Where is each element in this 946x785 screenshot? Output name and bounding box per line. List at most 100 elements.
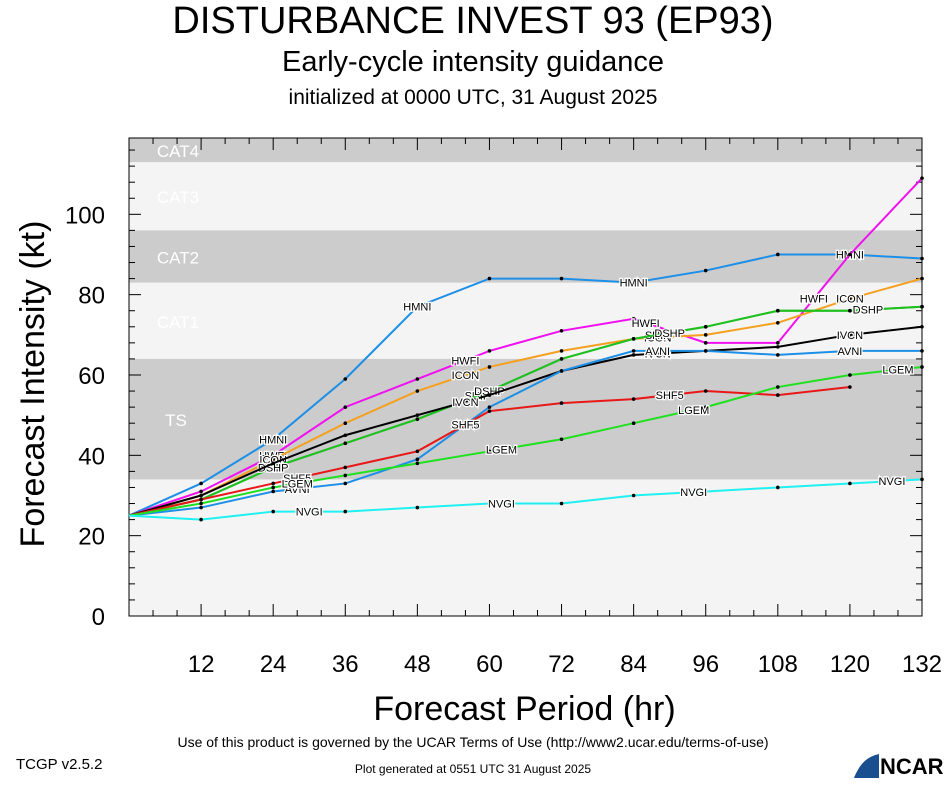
band-label-cat3: CAT3 (157, 188, 199, 207)
data-point-ivcn (199, 493, 203, 498)
data-point-icon (271, 457, 275, 462)
data-point-nvgi (920, 477, 924, 482)
series-line-icon (128, 277, 923, 517)
x-axis-title: Forecast Period (hr) (373, 690, 675, 728)
series-label-hwfi: HWFI (451, 355, 479, 367)
data-point-icon (920, 276, 924, 281)
series-label-dshp: DSHP (654, 328, 685, 340)
data-point-nvgi (848, 481, 852, 486)
x-tick-label: 84 (620, 651, 647, 678)
data-point-lgem (631, 421, 636, 425)
y-tick-label: 20 (78, 524, 105, 551)
data-point-lgem (920, 365, 924, 369)
x-tick-label: 132 (902, 651, 942, 678)
series-label-ivcn: IVCN (837, 330, 863, 342)
data-point-avni (631, 349, 636, 353)
data-point-ivcn (343, 433, 348, 438)
series-label-hmni: HMNI (620, 278, 648, 290)
data-point-hmni (415, 304, 420, 309)
data-point-nvgi (343, 509, 348, 514)
terms-of-use-notice: Use of this product is governed by the U… (177, 734, 769, 750)
init-time: initialized at 0000 UTC, 31 August 2025 (288, 86, 658, 109)
data-point-dshp (776, 308, 780, 313)
data-point-hmni (199, 481, 203, 486)
data-point-nvgi (271, 509, 275, 514)
x-tick-label: 60 (476, 651, 503, 678)
data-point-lgem (559, 437, 564, 442)
ncar-logo-icon (854, 754, 879, 778)
data-point-icon (559, 349, 564, 353)
data-point-nvgi (776, 485, 780, 490)
band-label-cat4: CAT4 (157, 142, 199, 161)
data-point-avni (559, 369, 564, 373)
chart-subtitle: Early-cycle intensity guidance (281, 46, 664, 78)
series-label-nvgi: NVGI (879, 476, 906, 488)
chart-title: DISTURBANCE INVEST 93 (EP93) (172, 0, 774, 42)
data-point-ivcn (487, 393, 492, 397)
data-point-nvgi (199, 517, 203, 522)
data-point-nvgi (703, 489, 708, 494)
series-line-lgem (128, 365, 923, 517)
ncar-logo-text: NCAR (880, 754, 944, 779)
data-point-lgem (199, 501, 203, 506)
plot-frame (128, 137, 923, 617)
series-label-avni: AVNI (645, 346, 670, 358)
data-point-dshp (415, 417, 420, 421)
band-label-cat2: CAT2 (157, 248, 199, 267)
series-label-ivcn: IVCN (452, 397, 478, 409)
x-tick-label: 96 (692, 651, 719, 678)
series-line-hmni (128, 253, 923, 517)
version-label: TCGP v2.5.2 (16, 756, 103, 773)
series-label-hwfi: HWFI (632, 318, 660, 330)
y-tick-label: 100 (65, 202, 105, 229)
x-tick-label: 72 (548, 651, 575, 678)
x-tick-label: 108 (758, 651, 798, 678)
data-point-avni (199, 505, 203, 510)
series-label-icon: ICON (452, 370, 480, 382)
data-point-ivcn (848, 333, 852, 337)
series-label-lgem: LGEM (486, 444, 517, 456)
series-line-ivcn (128, 325, 923, 517)
data-point-dshp (703, 324, 708, 329)
series-label-dshp: DSHP (853, 305, 884, 317)
data-point-icon (343, 421, 348, 425)
data-point-hmni (559, 276, 564, 281)
data-point-nvgi (559, 501, 564, 506)
data-point-dshp (343, 441, 348, 446)
data-point-avni (920, 349, 924, 353)
data-point-hwfi (703, 341, 708, 345)
data-point-lgem (343, 473, 348, 478)
series-label-hmni: HMNI (259, 434, 287, 446)
data-point-lgem (848, 373, 852, 377)
data-point-shf5 (271, 481, 275, 486)
data-point-avni (487, 405, 492, 409)
series-line-avni (128, 349, 922, 517)
series-label-lgem: LGEM (882, 365, 913, 377)
ncar-logo: NCAR (852, 752, 946, 780)
y-tick-label: 60 (78, 363, 105, 390)
data-point-hmni (343, 377, 348, 381)
data-point-ivcn (631, 353, 636, 357)
data-point-nvgi (487, 501, 492, 506)
data-point-hmni (703, 268, 708, 273)
series-label-nvgi: NVGI (296, 507, 323, 519)
y-tick-label: 80 (78, 283, 105, 310)
series-label-hwfi: HWFI (800, 294, 828, 306)
data-point-hwfi (415, 377, 420, 381)
data-point-shf5 (343, 465, 348, 470)
data-point-shf5 (776, 393, 780, 397)
band-label-cat1: CAT1 (157, 313, 199, 332)
band-cat2 (129, 230, 922, 283)
y-tick-label: 0 (92, 604, 105, 631)
data-point-avni (415, 457, 420, 462)
data-point-dshp (631, 337, 636, 341)
series-line-nvgi (128, 478, 923, 521)
data-point-ivcn (776, 345, 780, 349)
series-label-icon: ICON (836, 294, 864, 306)
data-point-dshp (920, 304, 924, 309)
data-point-hwfi (199, 489, 203, 494)
band-ts (129, 358, 922, 480)
data-point-lgem (415, 461, 420, 466)
series-label-nvgi: NVGI (488, 499, 515, 511)
